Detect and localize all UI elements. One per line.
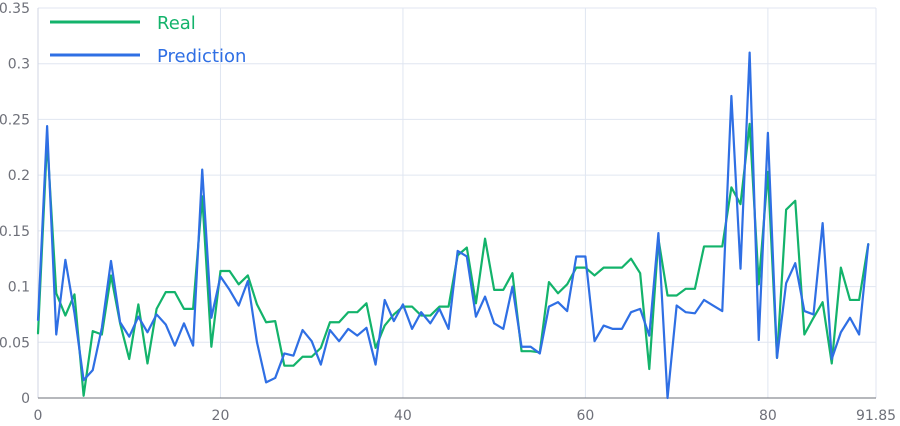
legend-label-real: Real [157, 13, 196, 34]
x-tick-label: 0 [34, 408, 43, 424]
x-tick-label: 20 [212, 408, 230, 424]
legend-label-prediction: Prediction [157, 46, 246, 67]
x-tick-label: 40 [394, 408, 412, 424]
y-tick-label: 0.3 [8, 57, 30, 73]
y-tick-label: 0.1 [8, 280, 30, 296]
legend: Real Prediction [50, 13, 246, 67]
y-tick-label: 0.25 [0, 112, 30, 128]
series-layer [36, 51, 870, 400]
series-line-real [36, 122, 870, 397]
y-tick-label: 0 [21, 391, 30, 407]
y-tick-label: 0.2 [8, 168, 30, 184]
y-tick-label: 0.15 [0, 224, 30, 240]
x-tick-label: 80 [759, 408, 777, 424]
grid-layer [38, 7, 877, 399]
x-tick-label: 91.85 [856, 408, 896, 424]
series-line-prediction [36, 51, 870, 400]
y-tick-label: 0.35 [0, 1, 30, 17]
x-tick-label: 60 [577, 408, 595, 424]
y-tick-label: 0.05 [0, 335, 30, 351]
